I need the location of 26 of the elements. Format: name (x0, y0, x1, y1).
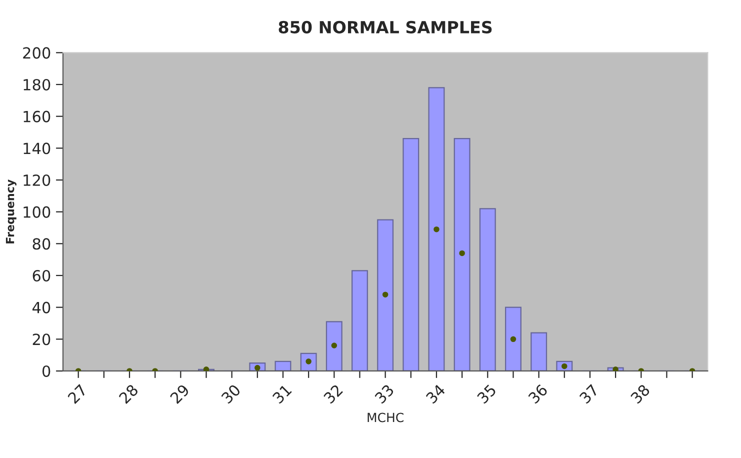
y-tick-label: 180 (24, 78, 50, 91)
x-tick-label: 30 (220, 384, 242, 404)
x-axis-title: MCHC (368, 412, 404, 422)
y-tick-label: 100 (24, 206, 50, 218)
x-tick-label: 29 (170, 384, 190, 404)
y-tick-label: 20 (32, 334, 50, 346)
x-tick-label: 34 (425, 384, 446, 404)
y-tick-label: 140 (24, 142, 50, 154)
x-tick-label: 31 (272, 384, 292, 404)
x-tick-label: 35 (476, 384, 497, 404)
x-tick-label: 33 (374, 384, 394, 404)
y-tick-label: 160 (24, 110, 50, 122)
chart-title: 850 NORMAL SAMPLES (278, 20, 492, 34)
x-tick-label: 27 (67, 384, 88, 404)
x-tick-label: 36 (528, 384, 548, 404)
x-tick-label: 37 (578, 384, 600, 404)
y-tick-label: 0 (42, 365, 50, 377)
x-tick-label: 32 (323, 384, 344, 404)
y-tick-label: 40 (32, 302, 50, 314)
x-tick-label: 28 (118, 384, 139, 404)
y-tick-label: 120 (24, 174, 50, 186)
y-tick-label: 60 (32, 270, 50, 282)
y-tick-label: 200 (23, 47, 50, 59)
y-axis-title: Frequency (6, 180, 16, 244)
x-tick-label: 38 (630, 384, 650, 404)
y-tick-label: 80 (32, 238, 50, 250)
